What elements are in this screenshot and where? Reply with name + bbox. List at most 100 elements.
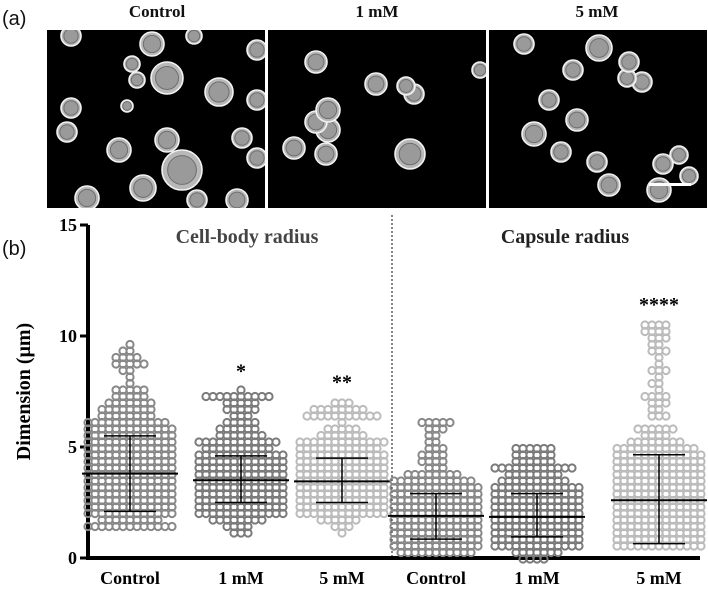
data-point <box>351 515 361 525</box>
dot-plot-chart: 0 5 10 15 Dimension (μm) Cell-body radius Caps… <box>13 215 707 588</box>
series-1-2: **** <box>611 294 707 551</box>
series-1-0 <box>388 417 484 558</box>
data-point <box>379 508 389 519</box>
data-point <box>229 528 239 538</box>
data-point <box>194 437 204 447</box>
data-point <box>167 521 177 532</box>
series-0-1: * <box>193 361 289 538</box>
data-point <box>647 411 657 421</box>
data-point <box>208 515 218 525</box>
significance-marker: ** <box>332 372 352 394</box>
cell <box>550 141 572 163</box>
data-point <box>647 378 657 389</box>
cell <box>60 30 82 47</box>
cell <box>562 59 584 81</box>
data-point <box>438 424 448 434</box>
x-tick-label: 1 mM <box>514 568 559 588</box>
data-point <box>295 508 305 519</box>
cell <box>128 71 146 89</box>
cell <box>185 30 203 45</box>
cell <box>246 89 265 111</box>
cell <box>314 142 338 166</box>
y-tick-label: 5 <box>68 437 77 457</box>
group-label: Capsule radius <box>501 226 630 248</box>
cell <box>60 97 82 119</box>
data-point <box>612 541 622 551</box>
cell <box>597 173 621 197</box>
micrograph-5mm <box>489 30 707 208</box>
data-point <box>389 541 399 551</box>
data-point <box>302 411 312 421</box>
cell <box>652 153 674 175</box>
cell <box>565 108 589 132</box>
cell <box>246 39 265 61</box>
data-point <box>271 437 281 447</box>
panel-b-label: (b) <box>2 238 27 260</box>
data-point <box>633 424 643 434</box>
group-label: Cell-body radius <box>176 226 319 248</box>
data-point <box>167 508 177 519</box>
x-tick-label: 1 mM <box>218 568 263 588</box>
significance-marker: **** <box>639 294 679 316</box>
data-point <box>222 521 232 532</box>
data-point <box>696 541 706 551</box>
data-point <box>111 359 121 369</box>
data-point <box>344 521 354 532</box>
data-point <box>379 437 389 447</box>
y-tick-label: 0 <box>68 548 77 568</box>
cell <box>139 31 165 57</box>
cell <box>282 136 306 160</box>
data-point <box>661 398 671 408</box>
cell <box>150 61 184 95</box>
data-point <box>640 391 650 402</box>
data-point <box>257 515 267 525</box>
cell <box>315 97 341 123</box>
cell <box>154 127 180 153</box>
cell <box>471 61 486 79</box>
cell <box>106 137 132 163</box>
cell <box>56 121 78 143</box>
data-point <box>243 528 253 538</box>
cell <box>631 71 653 93</box>
data-point <box>337 528 347 538</box>
cell <box>129 174 157 202</box>
data-point <box>201 391 211 402</box>
data-point <box>661 346 671 356</box>
cell <box>186 189 208 208</box>
data-point <box>466 547 476 558</box>
data-point <box>316 515 326 525</box>
data-point <box>417 417 427 428</box>
cell <box>586 151 608 173</box>
y-tick-label: 10 <box>59 326 77 346</box>
data-point <box>330 521 340 532</box>
data-point <box>668 424 678 434</box>
data-point <box>567 463 577 473</box>
cell <box>585 34 613 62</box>
cell <box>646 177 672 203</box>
cell <box>74 185 100 208</box>
x-tick-label: 5 mM <box>319 568 364 588</box>
scale-bar <box>649 183 691 186</box>
data-point <box>417 456 427 467</box>
data-point <box>661 333 671 343</box>
data-point <box>194 508 204 519</box>
series-0-2: ** <box>294 372 390 538</box>
cell <box>679 166 699 186</box>
cell <box>304 50 328 74</box>
data-point <box>490 541 500 551</box>
cell <box>204 77 234 107</box>
data-point <box>118 365 128 376</box>
cell <box>231 127 253 149</box>
micrograph-control <box>47 30 265 208</box>
cell <box>225 188 249 208</box>
data-point <box>574 541 584 551</box>
y-tick-label: 15 <box>59 215 77 235</box>
cell <box>513 33 535 55</box>
cell <box>521 121 547 147</box>
cell <box>394 138 426 170</box>
cell <box>618 51 640 73</box>
cell <box>396 76 416 96</box>
data-point <box>445 417 455 428</box>
data-point <box>83 521 93 532</box>
series-0-0 <box>82 339 178 532</box>
